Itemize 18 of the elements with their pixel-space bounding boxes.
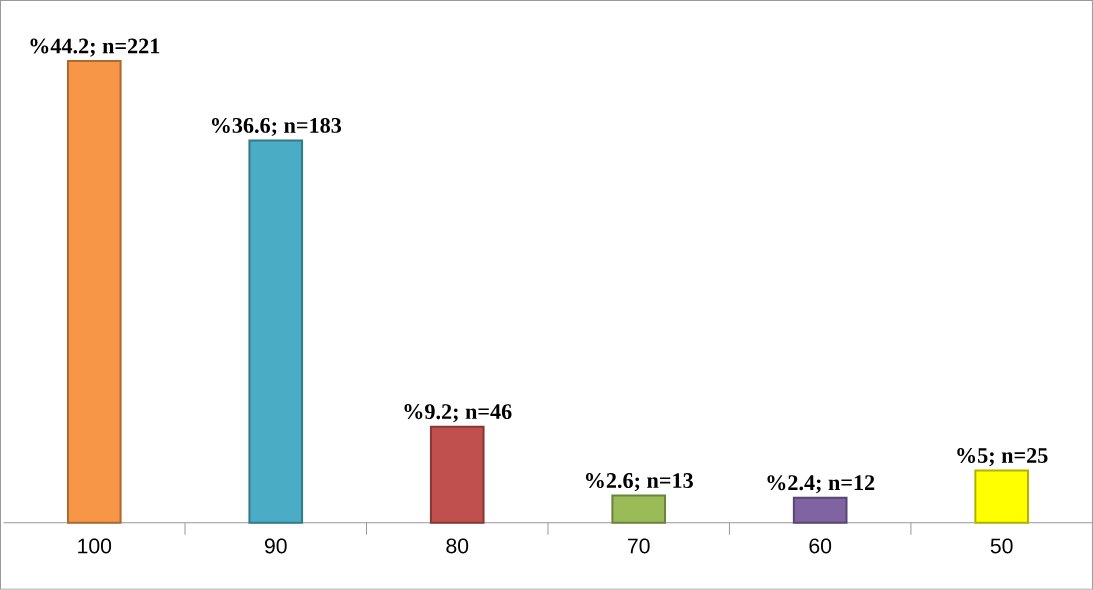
bar	[66, 60, 122, 524]
x-tick-label: 60	[809, 538, 832, 554]
bar	[429, 425, 485, 524]
data-label: %2.6; n=13	[585, 473, 693, 492]
x-tick-label: 90	[264, 538, 287, 554]
x-tick-label: 50	[990, 538, 1013, 554]
data-label: %9.2; n=46	[404, 404, 512, 423]
bar	[792, 496, 848, 524]
x-tick-label: 100	[78, 538, 112, 554]
data-label: %44.2; n=221	[30, 38, 160, 57]
data-label: %5; n=25	[957, 448, 1048, 467]
bar	[248, 139, 304, 524]
data-label: %36.6; n=183	[211, 117, 342, 137]
x-tick-label: 70	[628, 538, 650, 554]
x-tick-label: 80	[446, 538, 469, 554]
bar	[974, 469, 1029, 524]
data-label: %2.4; n=12	[767, 475, 875, 494]
bar	[611, 494, 667, 524]
